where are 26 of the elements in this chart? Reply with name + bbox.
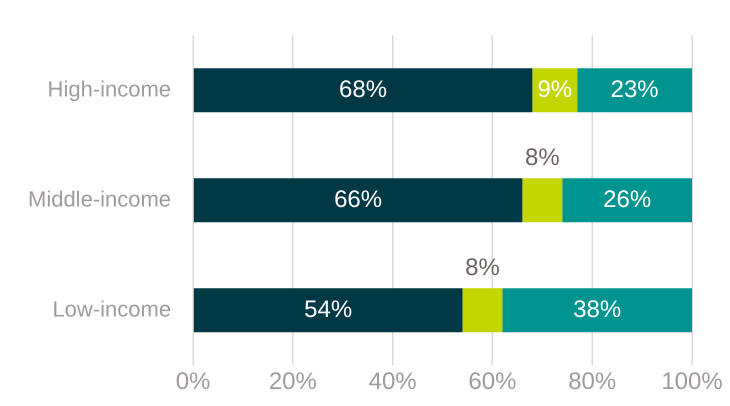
bar xyxy=(194,178,522,222)
bar xyxy=(562,178,692,222)
data-label: 54% xyxy=(304,296,352,323)
data-label: 9% xyxy=(537,76,572,103)
data-label: 38% xyxy=(573,296,622,323)
data-label: 26% xyxy=(603,186,652,213)
y-tick-label: Low-income xyxy=(52,296,172,322)
bar xyxy=(522,178,562,222)
bar xyxy=(194,288,462,332)
data-label: 23% xyxy=(610,76,659,103)
bar xyxy=(502,288,692,332)
bar xyxy=(462,288,502,332)
data-label: 8% xyxy=(465,254,500,281)
data-label: 8% xyxy=(524,144,560,171)
y-tick-label: High-income xyxy=(48,76,172,102)
x-tick-label: 100% xyxy=(661,368,723,396)
y-tick-label: Middle-income xyxy=(28,186,172,212)
data-label: 68% xyxy=(339,76,388,103)
x-tick-label: 80% xyxy=(568,368,616,396)
data-label: 66% xyxy=(334,186,382,213)
bar xyxy=(194,68,532,112)
x-tick-label: 60% xyxy=(468,368,516,396)
x-tick-label: 0% xyxy=(176,368,210,396)
bar xyxy=(577,68,692,112)
x-tick-label: 40% xyxy=(368,368,417,396)
x-tick-label: 20% xyxy=(268,368,317,396)
